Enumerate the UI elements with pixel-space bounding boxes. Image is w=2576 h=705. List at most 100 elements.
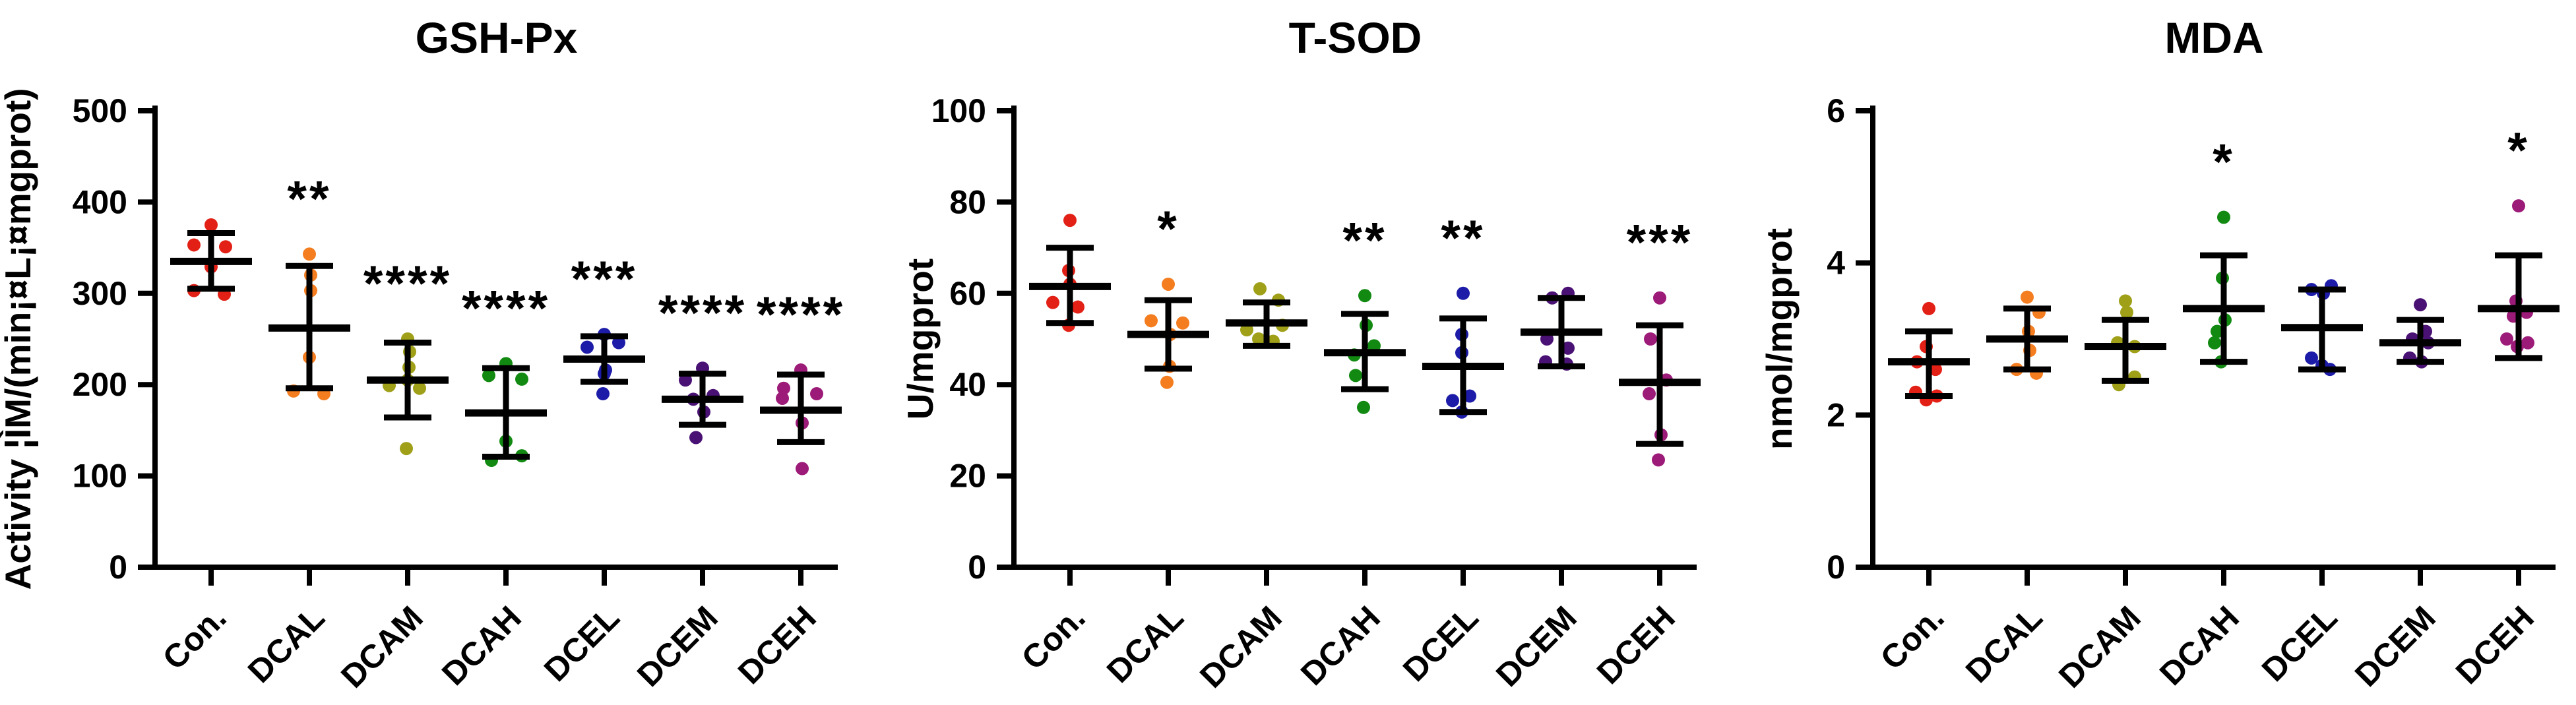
chart-svg-gsh-px: GSH-Px Activity ¦ÌM/(min¡¤L¡¤mgprot) 0 100 2… (0, 13, 845, 695)
data-point (1357, 400, 1370, 414)
data-point (1644, 332, 1657, 346)
data-point (1358, 289, 1371, 303)
x-category-label: DCAL (241, 599, 332, 690)
y-tick-label: 100 (931, 92, 986, 129)
x-category-label: DCEH (731, 599, 823, 691)
chart-panel-mda: MDA nmol/mgprot 0 2 4 6 Con. DCAL DCAM DCAH DCEL DC… (1718, 0, 2576, 705)
data-point (2211, 324, 2224, 338)
data-point (482, 369, 495, 383)
x-category-label: DCAM (334, 599, 430, 695)
data-point (581, 340, 594, 354)
data-point (810, 387, 823, 401)
data-point (1252, 332, 1265, 346)
data-point (515, 372, 528, 386)
y-tick-label: 2 (1827, 396, 1845, 433)
data-point (2119, 294, 2132, 308)
data-point (2120, 305, 2133, 319)
data-point (303, 247, 316, 261)
data-point (1457, 286, 1470, 300)
x-category-label: DCAM (1193, 599, 1289, 695)
data-point (1653, 291, 1666, 305)
y-tick-label: 60 (949, 275, 986, 312)
data-point (1046, 295, 1059, 309)
significance-stars: **** (658, 285, 747, 341)
data-point (204, 218, 218, 231)
significance-stars: ** (1342, 212, 1387, 268)
x-category-label: DCAL (1959, 599, 2050, 690)
x-category-label: Con. (156, 599, 234, 677)
data-point (612, 336, 625, 350)
panel-title: T-SOD (1289, 13, 1422, 62)
y-tick-label: 0 (1827, 549, 1845, 586)
significance-stars: *** (1627, 215, 1693, 271)
data-point (2521, 336, 2534, 350)
data-point (596, 387, 610, 401)
significance-stars: **** (462, 280, 550, 336)
x-category-label: DCAH (435, 599, 528, 692)
data-point (2512, 199, 2525, 213)
x-category-label: DCEM (2348, 599, 2443, 694)
x-category-label: DCEM (1489, 599, 1584, 694)
data-point (400, 442, 413, 456)
data-point (1063, 214, 1077, 228)
significance-stars: ** (1441, 210, 1485, 266)
x-category-label: DCEH (2449, 599, 2541, 691)
data-point (2217, 210, 2230, 224)
data-point (679, 373, 692, 387)
significance-stars: **** (363, 256, 452, 312)
y-tick-label: 0 (968, 549, 986, 586)
y-tick-label: 300 (73, 275, 127, 312)
x-category-label: DCEL (1396, 599, 1486, 689)
x-category-label: DCAM (2052, 599, 2148, 695)
significance-stars: *** (571, 251, 638, 307)
data-point (413, 381, 426, 395)
y-tick-label: 6 (1827, 92, 1845, 129)
y-axis-label: nmol/mgprot (1759, 228, 1800, 450)
data-point (1176, 316, 1189, 330)
y-tick-label: 0 (109, 549, 127, 586)
y-tick-label: 500 (73, 92, 127, 129)
y-tick-label: 4 (1827, 245, 1845, 282)
chart-panel-gsh-px: GSH-Px Activity ¦ÌM/(min¡¤L¡¤mgprot) 0 100 2… (0, 0, 859, 705)
panel-title: GSH-Px (416, 13, 578, 62)
significance-stars: **** (757, 287, 845, 343)
data-point (1561, 341, 1575, 355)
significance-stars: * (2507, 123, 2530, 179)
data-point (777, 381, 790, 395)
x-category-label: DCAH (1294, 599, 1387, 692)
x-category-label: DCEH (1590, 599, 1682, 691)
x-category-label: DCAH (2152, 599, 2246, 692)
y-axis-label: U/mgprot (900, 259, 941, 419)
data-point (219, 240, 232, 254)
x-category-label: Con. (1015, 599, 1092, 677)
data-point (776, 391, 789, 405)
data-point (1463, 389, 1476, 403)
y-tick-label: 400 (73, 183, 127, 220)
data-point (1145, 314, 1158, 328)
data-point (1160, 375, 1174, 389)
significance-stars: * (1157, 201, 1179, 257)
x-category-label: DCAL (1100, 599, 1191, 690)
data-point (1922, 301, 1935, 315)
y-axis-label: Activity ¦ÌM/(min¡¤L¡¤mgprot) (0, 88, 38, 590)
data-point (2500, 332, 2513, 346)
y-tick-label: 20 (949, 458, 986, 495)
x-category-label: DCEL (537, 599, 627, 689)
data-point (1071, 300, 1084, 314)
data-point (1446, 394, 1459, 408)
data-point (1929, 363, 1942, 377)
y-tick-label: 40 (949, 366, 986, 403)
data-point (2414, 298, 2427, 312)
chart-svg-t-sod: T-SOD U/mgprot 0 20 40 60 80 100 Con. DCAL DCAM DCA… (900, 13, 1701, 695)
data-point (1643, 387, 1656, 401)
significance-stars: ** (287, 171, 331, 227)
data-point (1652, 453, 1665, 467)
x-category-label: Con. (1873, 599, 1951, 677)
y-tick-label: 100 (73, 458, 127, 495)
x-category-label: DCEM (630, 599, 725, 694)
data-point (1253, 282, 1267, 295)
data-point (1349, 369, 1362, 383)
data-point (796, 462, 809, 475)
data-point (1162, 277, 1175, 291)
